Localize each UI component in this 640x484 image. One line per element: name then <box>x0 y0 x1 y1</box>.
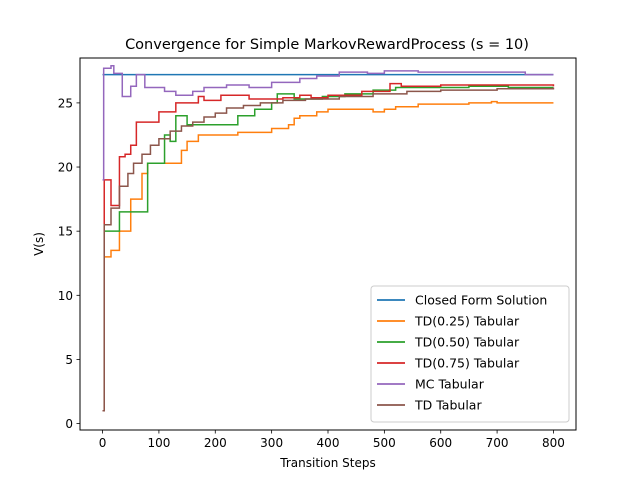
series-line-4 <box>102 64 554 181</box>
x-tick-label: 200 <box>204 436 227 450</box>
series-line-1 <box>102 100 554 412</box>
x-tick-label: 800 <box>542 436 565 450</box>
x-tick-label: 0 <box>99 436 107 450</box>
legend-label: TD(0.50) Tabular <box>414 335 520 350</box>
x-tick-label: 400 <box>317 436 340 450</box>
legend-label: MC Tabular <box>415 377 485 392</box>
x-tick-label: 300 <box>260 436 283 450</box>
x-axis: 0 100 200 300 400 500 600 700 800 <box>99 430 565 450</box>
y-tick-label: 0 <box>65 417 73 431</box>
legend-label: TD(0.75) Tabular <box>414 356 520 371</box>
y-tick-label: 15 <box>58 225 73 239</box>
x-tick-label: 100 <box>147 436 170 450</box>
x-tick-label: 500 <box>373 436 396 450</box>
y-tick-label: 20 <box>58 161 73 175</box>
y-tick-label: 5 <box>65 353 73 367</box>
series-line-5 <box>102 87 555 412</box>
legend-label: Closed Form Solution <box>415 293 547 308</box>
x-tick-label: 700 <box>486 436 509 450</box>
x-tick-label: 600 <box>429 436 452 450</box>
y-tick-label: 25 <box>58 96 73 110</box>
chart-title: Convergence for Simple MarkovRewardProce… <box>125 37 529 53</box>
y-tick-label: 10 <box>58 289 73 303</box>
legend: Closed Form Solution TD(0.25) Tabular TD(0… <box>370 285 570 423</box>
legend-label: TD Tabular <box>414 398 482 413</box>
legend-label: TD(0.25) Tabular <box>414 314 520 329</box>
y-axis-label: V(s) <box>32 232 46 256</box>
series-line-2 <box>102 85 554 412</box>
x-axis-label: Transition Steps <box>279 456 375 470</box>
series-line-3 <box>102 82 555 412</box>
plot-lines <box>102 64 555 412</box>
legend-box <box>370 285 570 423</box>
y-axis: 0 5 10 15 20 25 <box>58 96 80 431</box>
